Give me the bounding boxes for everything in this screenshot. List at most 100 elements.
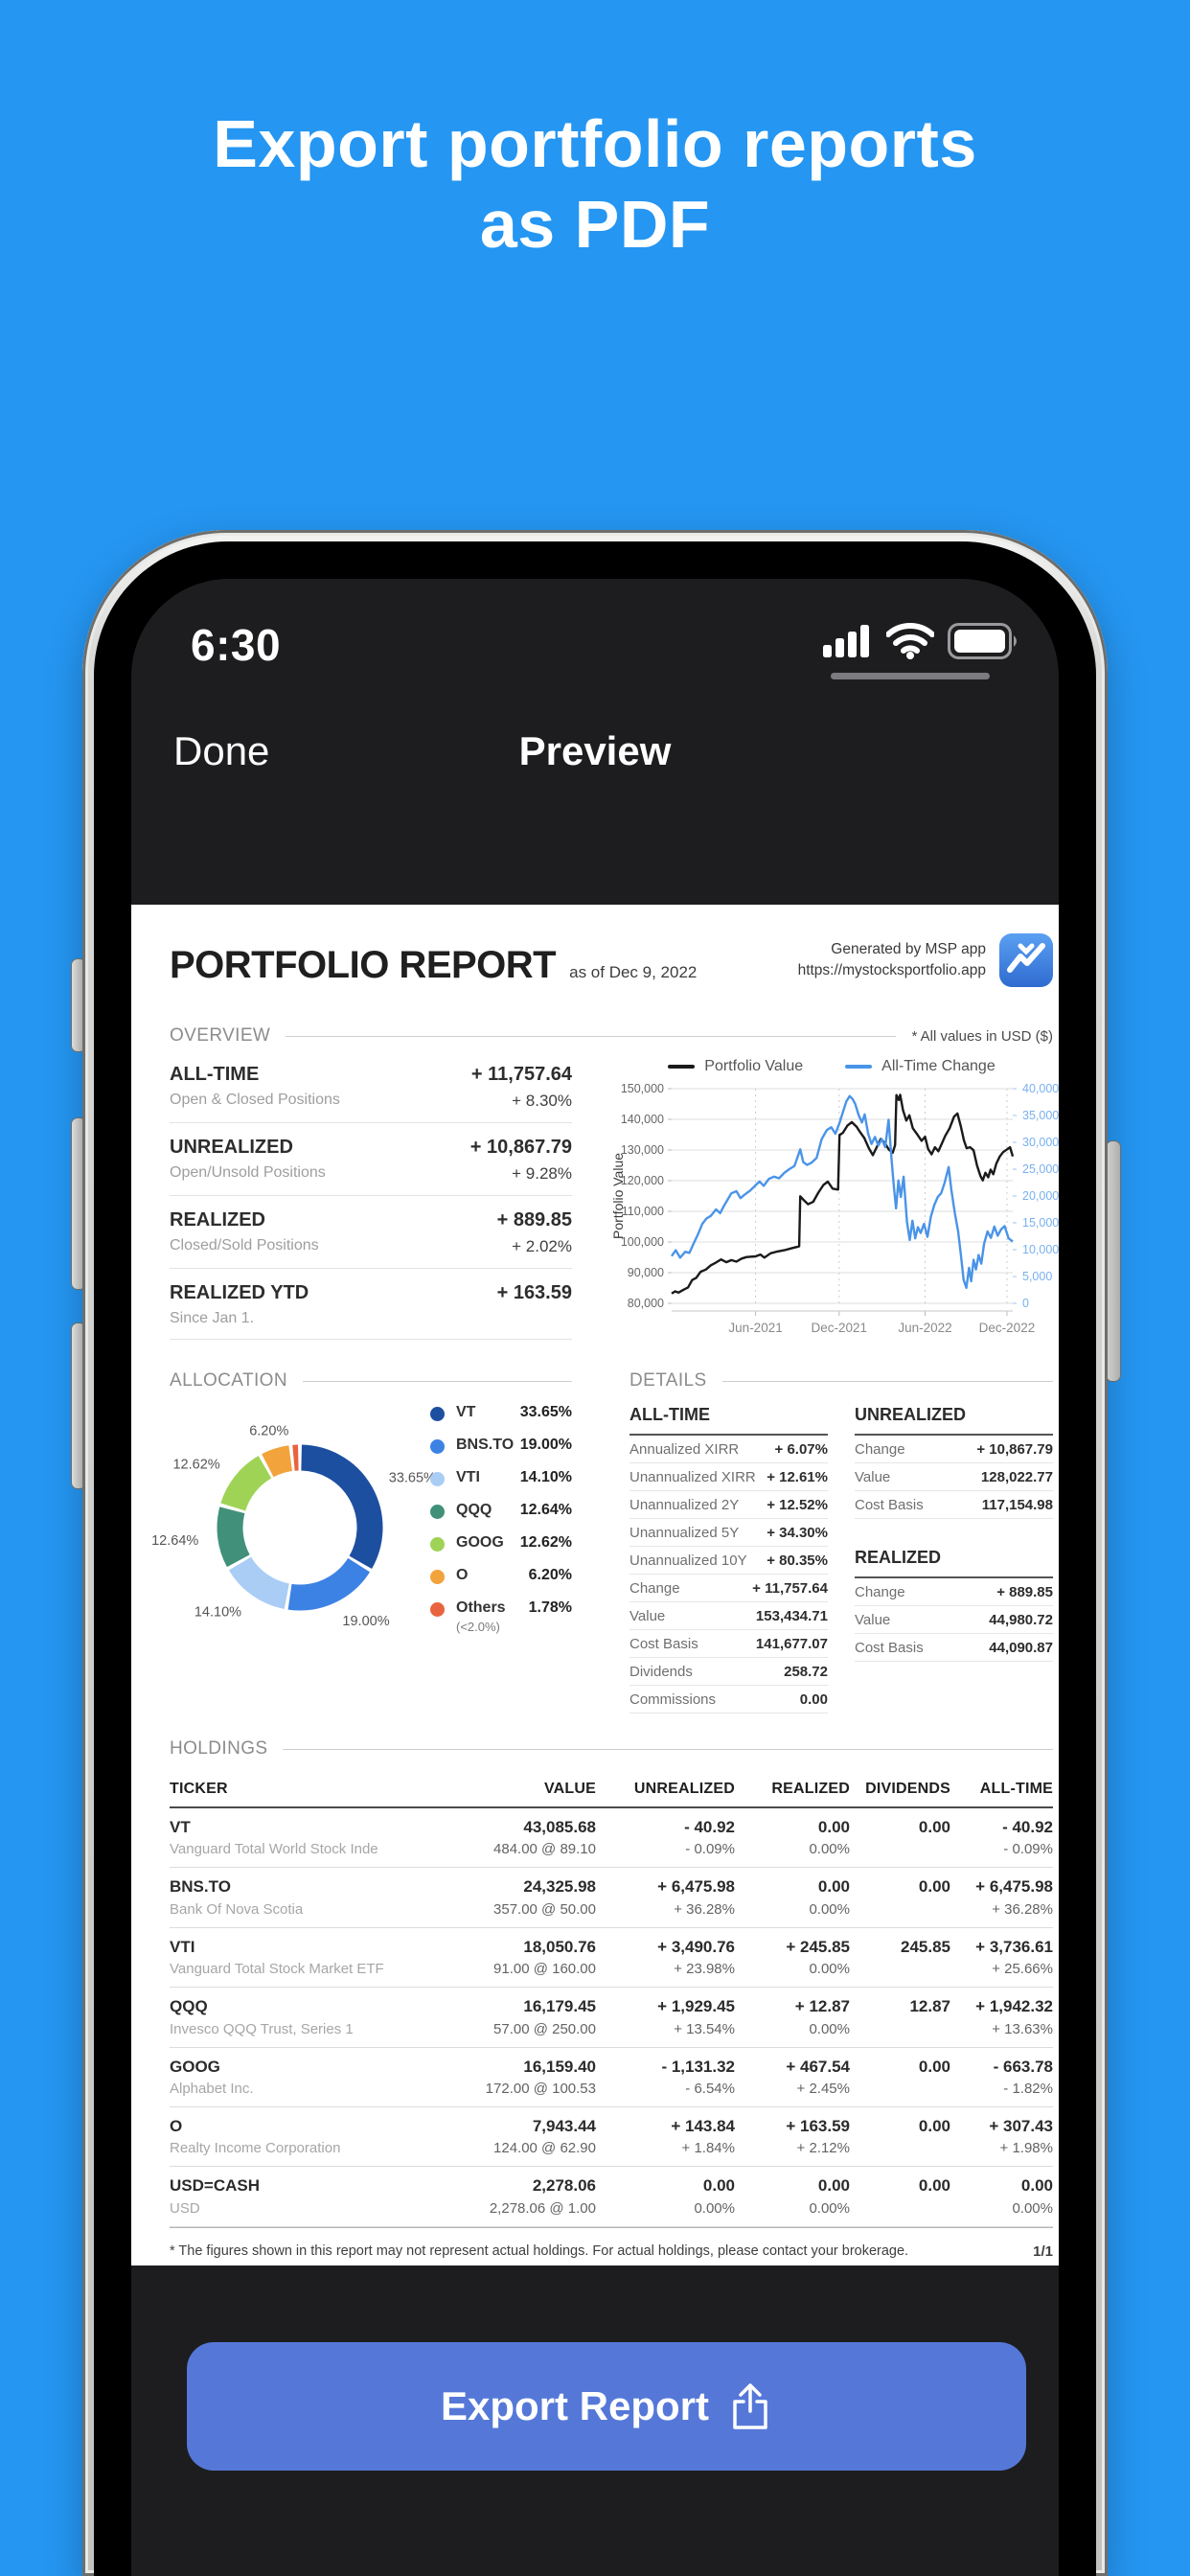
details-row: Unannualized XIRR + 12.61%	[629, 1463, 828, 1491]
section-divider-line	[283, 1748, 1053, 1750]
details-row: Annualized XIRR + 6.07%	[629, 1436, 828, 1463]
holding-dividends: 0.00	[918, 1818, 950, 1836]
svg-text:30,000: 30,000	[1022, 1136, 1059, 1149]
holdings-col-realized: REALIZED	[771, 1781, 850, 1797]
allocation-ticker: Others	[456, 1598, 506, 1616]
holding-value: 18,050.76	[523, 1937, 596, 1956]
export-report-button[interactable]: Export Report	[187, 2342, 1026, 2471]
holding-alltime: 0.00	[1020, 2176, 1053, 2196]
holdings-col-alltime: ALL-TIME	[979, 1781, 1053, 1797]
details-unrealized-title: UNREALIZED	[855, 1405, 1053, 1436]
preview-title: Preview	[518, 728, 672, 773]
holding-realized-pct: 0.00%	[809, 1961, 850, 1978]
details-row-label: Unannualized 10Y	[629, 1552, 747, 1569]
details-row-label: Unannualized XIRR	[629, 1469, 756, 1485]
holding-realized: + 12.87	[794, 1997, 850, 2016]
holding-qty-price: 357.00 @ 50.00	[493, 1900, 596, 1918]
details-row: Cost Basis 117,154.98	[855, 1491, 1053, 1519]
details-row: Change + 10,867.79	[855, 1436, 1053, 1463]
report-header: PORTFOLIO REPORT as of Dec 9, 2022 Gener…	[170, 933, 1053, 987]
legend-dot	[430, 1406, 445, 1421]
details-row-value: 258.72	[784, 1664, 828, 1680]
allocation-percent: 12.62%	[519, 1533, 572, 1551]
holding-alltime: + 307.43	[989, 2116, 1053, 2135]
holding-value: 2,278.06	[532, 2176, 596, 2196]
holding-alltime-pct: + 1.98%	[999, 2140, 1053, 2157]
holding-dividends: 12.87	[909, 1997, 950, 2016]
share-icon	[728, 2381, 772, 2431]
holdings-header-row: TICKER VALUE UNREALIZED REALIZED DIVIDEN…	[170, 1769, 1053, 1808]
svg-text:0: 0	[1022, 1297, 1029, 1310]
holding-ticker: VTI	[170, 1937, 195, 1956]
details-row-label: Value	[629, 1608, 666, 1624]
holdings-row: USD=CASH USD 2,278.06 2,278.06 @ 1.00 0.…	[170, 2167, 1053, 2227]
holding-qty-price: 57.00 @ 250.00	[493, 2020, 596, 2037]
holding-realized: + 245.85	[786, 1937, 850, 1956]
overview-row-value: + 163.59	[496, 1282, 572, 1303]
status-bar: 6:30	[131, 611, 1059, 678]
overview-section-header: OVERVIEW * All values in USD ($)	[170, 1025, 1053, 1046]
svg-text:90,000: 90,000	[628, 1266, 664, 1279]
holding-unrealized-pct: + 36.28%	[674, 1900, 735, 1918]
details-row-label: Cost Basis	[629, 1636, 698, 1652]
holding-alltime: + 6,475.98	[975, 1877, 1053, 1897]
details-row-label: Change	[629, 1580, 680, 1597]
pdf-preview-page[interactable]: PORTFOLIO REPORT as of Dec 9, 2022 Gener…	[131, 905, 1059, 2266]
holding-realized-pct: 0.00%	[809, 1900, 850, 1918]
holding-unrealized-pct: + 1.84%	[681, 2140, 735, 2157]
details-section-title: DETAILS	[629, 1370, 707, 1391]
overview-row-percent: + 8.30%	[512, 1092, 572, 1110]
holding-realized-pct: + 2.12%	[796, 2140, 850, 2157]
holding-dividends: 0.00	[918, 2057, 950, 2076]
usd-note: * All values in USD ($)	[911, 1027, 1053, 1045]
svg-text:33.65%: 33.65%	[389, 1471, 436, 1486]
legend-label: Portfolio Value	[704, 1058, 804, 1074]
details-row-label: Cost Basis	[855, 1640, 924, 1656]
svg-text:14.10%: 14.10%	[195, 1604, 241, 1620]
done-button[interactable]: Done	[173, 728, 270, 773]
holding-realized-pct: 0.00%	[809, 2199, 850, 2217]
svg-text:Jun-2022: Jun-2022	[898, 1321, 951, 1335]
overview-row: UNREALIZED Open/Unsold Positions + 10,86…	[170, 1123, 572, 1196]
allocation-legend-row: Others (<2.0%) 1.78%	[430, 1599, 572, 1634]
holdings-row: GOOG Alphabet Inc. 16,159.40 172.00 @ 10…	[170, 2048, 1053, 2107]
status-time: 6:30	[191, 620, 282, 670]
holding-unrealized-pct: + 23.98%	[674, 1961, 735, 1978]
details-row-label: Cost Basis	[855, 1497, 924, 1513]
holdings-col-dividends: DIVIDENDS	[865, 1781, 950, 1797]
allocation-legend-row: GOOG 12.62%	[430, 1534, 572, 1554]
holding-value: 7,943.44	[532, 2116, 596, 2135]
overview-row-sublabel: Since Jan 1.	[170, 1310, 255, 1326]
holding-alltime: - 40.92	[1002, 1818, 1053, 1836]
details-row: Dividends 258.72	[629, 1658, 828, 1686]
page-number: 1/1	[1033, 2242, 1053, 2260]
details-row-value: 117,154.98	[981, 1497, 1053, 1513]
details-section-header: DETAILS	[629, 1370, 1053, 1392]
details-row: Cost Basis 141,677.07	[629, 1630, 828, 1658]
svg-text:Portfolio Value: Portfolio Value	[610, 1153, 626, 1239]
overview-row-percent: + 9.28%	[512, 1164, 572, 1183]
legend-dot	[430, 1536, 445, 1552]
details-row-value: + 80.35%	[767, 1552, 828, 1569]
holding-realized-pct: + 2.45%	[796, 2080, 850, 2097]
phone-bezel: 6:30	[94, 541, 1096, 2576]
nav-bar: Done Preview	[131, 721, 1059, 782]
holding-name: Vanguard Total World Stock Inde	[170, 1841, 378, 1858]
details-realized-table: REALIZED Change + 889.85	[855, 1548, 1053, 1662]
svg-text:25,000: 25,000	[1022, 1162, 1059, 1176]
holding-qty-price: 172.00 @ 100.53	[485, 2080, 596, 2097]
svg-text:40,000: 40,000	[1022, 1082, 1059, 1095]
details-row-value: + 34.30%	[767, 1525, 828, 1541]
holding-ticker: VT	[170, 1818, 191, 1836]
details-row: Value 153,434.71	[629, 1602, 828, 1630]
allocation-percent: 12.64%	[519, 1501, 572, 1518]
generated-by-line1: Generated by MSP app	[831, 941, 986, 958]
performance-legend: Portfolio Value All-Time Change	[610, 1058, 1053, 1075]
holding-ticker: QQQ	[170, 1997, 208, 2016]
holding-ticker: USD=CASH	[170, 2176, 260, 2196]
overview-row-value: + 10,867.79	[469, 1137, 572, 1158]
svg-text:15,000: 15,000	[1022, 1216, 1059, 1230]
overview-row-value: + 889.85	[496, 1209, 572, 1230]
hero-title-line1: Export portfolio reports	[213, 106, 977, 181]
details-row: Value 44,980.72	[855, 1606, 1053, 1634]
